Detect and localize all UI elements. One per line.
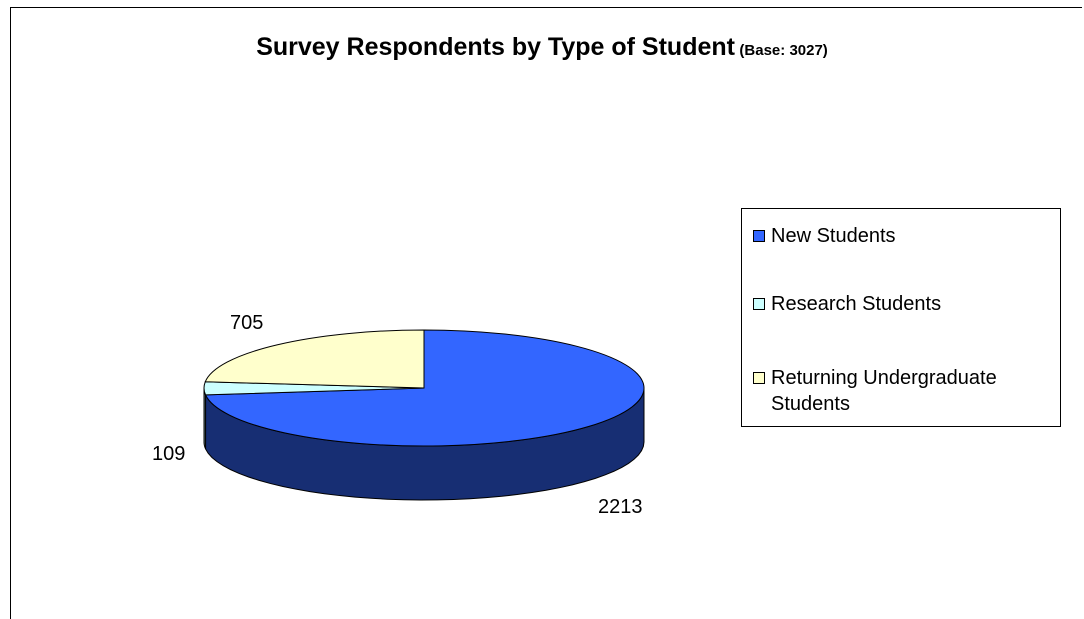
pie-slice-new-students [204, 329, 645, 447]
pie-side-research-students [203, 388, 207, 450]
legend-swatch-research [753, 298, 765, 310]
chart-frame [10, 7, 1082, 619]
legend-label-new: New Students [771, 225, 896, 247]
legend-swatch-returning [753, 372, 765, 384]
legend-item-returning: Returning Undergraduate Students [753, 365, 1051, 417]
data-label-new: 2213 [598, 496, 643, 518]
pie-slice-returning-undergraduate-students [204, 329, 425, 389]
legend-item-new: New Students [753, 223, 1051, 249]
chart-title: Survey Respondents by Type of Student (B… [0, 33, 1084, 62]
legend-swatch-new [753, 230, 765, 242]
legend-item-research: Research Students [753, 291, 1051, 317]
legend-label-returning: Returning Undergraduate Students [771, 367, 997, 415]
data-label-research: 109 [152, 443, 186, 465]
chart-title-main: Survey Respondents by Type of Student [256, 33, 735, 61]
data-label-returning: 705 [230, 312, 264, 334]
legend-label-research: Research Students [771, 293, 942, 315]
chart-title-base: (Base: 3027) [739, 42, 828, 59]
legend: New Students Research Students Returning… [741, 208, 1061, 427]
